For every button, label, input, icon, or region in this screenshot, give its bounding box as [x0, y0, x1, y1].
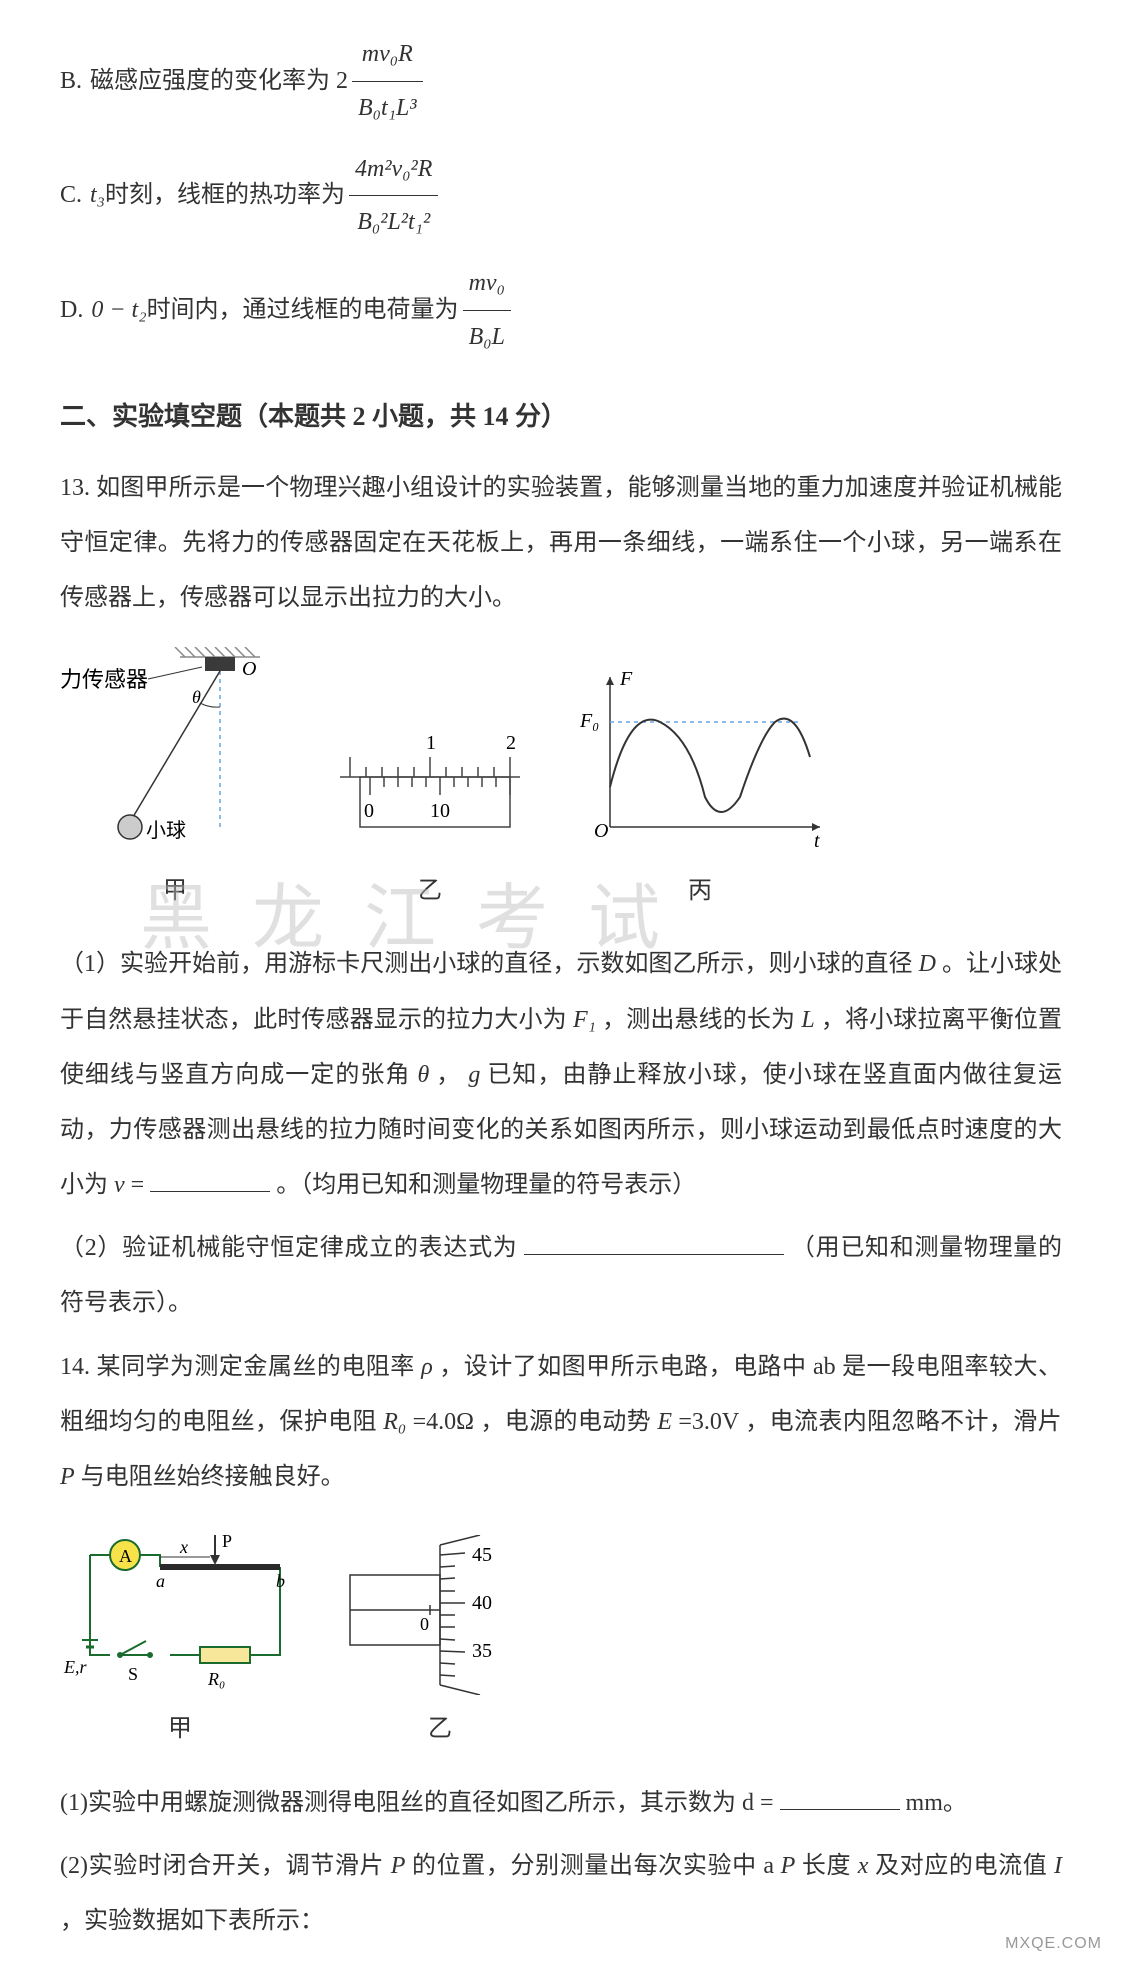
ft-graph: F t O F₀: [570, 667, 830, 857]
r0-label: R₀: [207, 1669, 225, 1689]
slider-P: P: [222, 1531, 232, 1551]
main-tick-1: 1: [426, 732, 436, 754]
f0-label: F₀: [579, 710, 599, 732]
origin-label: O: [594, 820, 608, 842]
q14-blank-d[interactable]: [780, 1786, 900, 1810]
q14-fig-yi: 0 45 40 35 乙: [340, 1535, 540, 1756]
option-b-label: B.: [60, 55, 82, 108]
y-axis-label: F: [619, 668, 633, 690]
q13-intro: 13. 如图甲所示是一个物理兴趣小组设计的实验装置，能够测量当地的重力加速度并验…: [60, 461, 1062, 627]
option-b: B. 磁感应强度的变化率为 2 mv₀R B₀t₁L³: [60, 28, 1062, 135]
q14-fig-jia-label: 甲: [168, 1703, 192, 1756]
option-d-text: 时间内，通过线框的电荷量为: [147, 284, 459, 337]
micrometer-zero: 0: [420, 1614, 429, 1634]
vernier-tick-0: 0: [364, 800, 374, 822]
option-c-label: C.: [60, 169, 82, 222]
q13-fig-yi: 1 2 0 10 乙: [330, 727, 530, 918]
point-O-label: O: [242, 658, 256, 680]
q13-num: 13.: [60, 475, 90, 501]
q14-num: 14.: [60, 1354, 90, 1380]
q13-fig-yi-label: 乙: [418, 865, 442, 918]
main-tick-2: 2: [506, 732, 516, 754]
q14-fig-yi-label: 乙: [428, 1703, 452, 1756]
ammeter-label: A: [119, 1546, 132, 1566]
node-b: b: [276, 1571, 285, 1591]
option-b-frac: mv₀R B₀t₁L³: [352, 28, 423, 135]
x-label: x: [179, 1537, 188, 1557]
scale-45: 45: [472, 1544, 492, 1566]
section-2-heading: 二、实验填空题（本题共 2 小题，共 14 分）: [60, 388, 1062, 445]
q14-intro: 14. 某同学为测定金属丝的电阻率 ρ ，设计了如图甲所示电路，电路中 ab 是…: [60, 1340, 1062, 1506]
q13-fig-jia-label: 甲: [163, 865, 187, 918]
scale-40: 40: [472, 1592, 492, 1614]
micrometer-diagram: 0 45 40 35: [340, 1535, 540, 1695]
vernier-tick-10: 10: [430, 800, 450, 822]
scale-35: 35: [472, 1640, 492, 1662]
q13-figures: O 力传感器 θ 小球 甲: [60, 647, 1062, 918]
option-c-t3: t₃: [90, 169, 105, 222]
circuit-diagram: A a b P x E,r S R₀: [60, 1525, 300, 1695]
q14-fig-jia: A a b P x E,r S R₀ 甲: [60, 1525, 300, 1756]
option-c: C. t₃ 时刻，线框的热功率为 4m²v₀²R B₀²L²t₁²: [60, 143, 1062, 250]
option-d-frac: mv₀ B₀L: [463, 257, 511, 364]
q13-part1: （1）实验开始前，用游标卡尺测出小球的直径，示数如图乙所示，则小球的直径 D 。…: [60, 937, 1062, 1213]
emf-label: E,r: [63, 1657, 87, 1677]
q13-fig-bing: F t O F₀ 丙: [570, 667, 830, 918]
q13-fig-bing-label: 丙: [688, 865, 712, 918]
corner-watermark: MXQE.COM: [1005, 1926, 1102, 1961]
q13-fig-jia: O 力传感器 θ 小球 甲: [60, 647, 290, 918]
q13-part2: （2）验证机械能守恒定律成立的表达式为 （用已知和测量物理量的符号表示）。: [60, 1221, 1062, 1331]
option-d-range: 0 − t₂: [91, 284, 146, 337]
q13-blank-expr[interactable]: [524, 1231, 784, 1255]
sensor-label: 力传感器: [60, 667, 148, 692]
q14-part1: (1)实验中用螺旋测微器测得电阻丝的直径如图乙所示，其示数为 d = mm。: [60, 1776, 1062, 1831]
angle-theta-label: θ: [192, 687, 201, 707]
q13-blank-v[interactable]: [150, 1168, 270, 1192]
switch-label: S: [128, 1664, 138, 1684]
vernier-diagram: 1 2 0 10: [330, 727, 530, 857]
q13-intro-text: 如图甲所示是一个物理兴趣小组设计的实验装置，能够测量当地的重力加速度并验证机械能…: [60, 475, 1062, 611]
option-b-text: 磁感应强度的变化率为 2: [90, 55, 348, 108]
q14-figures: A a b P x E,r S R₀ 甲: [60, 1525, 1062, 1756]
pendulum-diagram: O 力传感器 θ 小球: [60, 647, 290, 857]
option-d-label: D.: [60, 284, 83, 337]
ball-label: 小球: [146, 819, 186, 842]
option-c-text: 时刻，线框的热功率为: [105, 169, 345, 222]
option-c-frac: 4m²v₀²R B₀²L²t₁²: [349, 143, 438, 250]
q14-part2: (2)实验时闭合开关，调节滑片 P 的位置，分别测量出每次实验中 a P 长度 …: [60, 1839, 1062, 1949]
option-d: D. 0 − t₂ 时间内，通过线框的电荷量为 mv₀ B₀L: [60, 257, 1062, 364]
x-axis-label: t: [814, 830, 820, 852]
node-a: a: [156, 1571, 165, 1591]
